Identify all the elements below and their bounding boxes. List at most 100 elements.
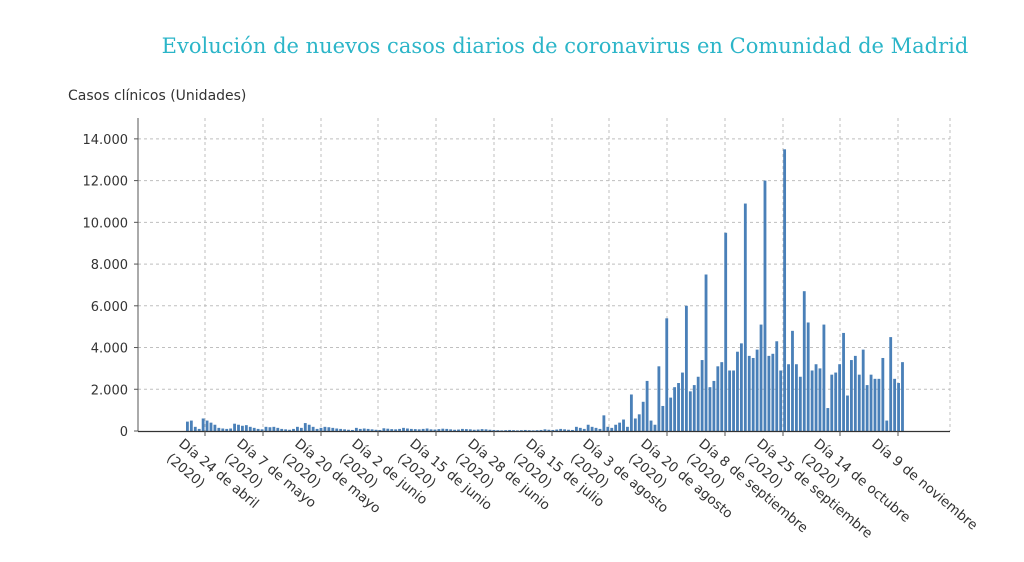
bar (751, 357, 755, 431)
bar (193, 426, 197, 431)
bar (241, 425, 244, 431)
bar (406, 428, 409, 431)
bar (846, 395, 849, 431)
y-tick-label: 12.000 (83, 175, 129, 190)
bar (457, 429, 460, 431)
bar (704, 274, 708, 431)
bar (783, 149, 787, 432)
y-tick-labels: 0 2.000 4.000 6.000 8.000 10.000 12.000 14.000 (83, 133, 129, 440)
bar (618, 422, 622, 431)
bar (747, 355, 751, 431)
bar (409, 428, 413, 431)
bar (311, 426, 315, 431)
bar (366, 428, 370, 431)
bar (626, 426, 629, 431)
bar (582, 428, 586, 431)
bar (268, 427, 272, 431)
bar (288, 429, 291, 431)
bar (417, 429, 421, 431)
y-tick-label: 2.000 (91, 383, 128, 398)
gridlines (138, 118, 951, 431)
bar (272, 426, 276, 431)
bar (429, 429, 433, 431)
bar (453, 429, 456, 431)
bar (382, 428, 386, 431)
bar (661, 405, 665, 431)
axes (134, 118, 950, 436)
bar (233, 423, 236, 431)
chart-title: Evolución de nuevos casos diarios de cor… (161, 34, 969, 58)
bar (480, 429, 484, 431)
bar (386, 428, 390, 431)
bar (252, 427, 256, 431)
bar (901, 362, 904, 431)
bar (606, 426, 610, 431)
bar (315, 428, 319, 431)
bar (826, 408, 830, 431)
bar (629, 394, 633, 431)
bar (390, 429, 394, 431)
bar (881, 357, 885, 431)
bar (794, 364, 798, 431)
bar (280, 428, 284, 431)
bar (853, 355, 857, 431)
bar (217, 427, 221, 431)
bar (818, 368, 822, 431)
bar (673, 387, 677, 431)
bar (284, 429, 288, 431)
bar (806, 322, 810, 431)
bar (512, 430, 515, 431)
bar (798, 376, 802, 431)
bar (519, 430, 523, 431)
bar (508, 429, 511, 431)
bar (708, 387, 712, 431)
bar (461, 428, 464, 431)
bar (303, 423, 307, 431)
bar (700, 360, 704, 431)
bar (244, 425, 248, 431)
bar (767, 355, 771, 431)
bar (201, 418, 205, 431)
bar (347, 429, 350, 431)
bar (684, 305, 688, 431)
bar (292, 428, 295, 431)
bar (822, 324, 826, 431)
bar (574, 426, 578, 431)
bar (248, 426, 252, 431)
bar (296, 426, 299, 431)
bar (516, 430, 519, 431)
bar (225, 428, 229, 431)
bar (743, 203, 747, 431)
bar (464, 429, 468, 431)
bar (586, 424, 590, 431)
bar (873, 378, 877, 431)
bar (535, 430, 539, 431)
bar (551, 429, 555, 431)
x-tick-label: Día 9 de noviembre (868, 436, 980, 534)
bar (555, 429, 559, 431)
bar (339, 428, 343, 431)
bar (755, 349, 759, 431)
bar (421, 428, 425, 431)
bar (889, 337, 893, 431)
bar (692, 385, 696, 431)
bar (633, 418, 637, 431)
bar (307, 424, 311, 431)
bar (602, 415, 606, 431)
bar (771, 353, 775, 431)
bar (402, 427, 405, 431)
bar (504, 430, 508, 431)
bar (343, 429, 346, 431)
bar (775, 341, 779, 431)
bar (645, 380, 649, 431)
bar (398, 428, 401, 431)
bar (413, 429, 417, 431)
bar (736, 351, 739, 431)
bar (567, 429, 570, 431)
bar (484, 429, 488, 431)
bar (842, 332, 845, 431)
bar (677, 383, 680, 431)
bar (622, 419, 625, 431)
bar (787, 364, 790, 431)
bar (665, 318, 669, 431)
